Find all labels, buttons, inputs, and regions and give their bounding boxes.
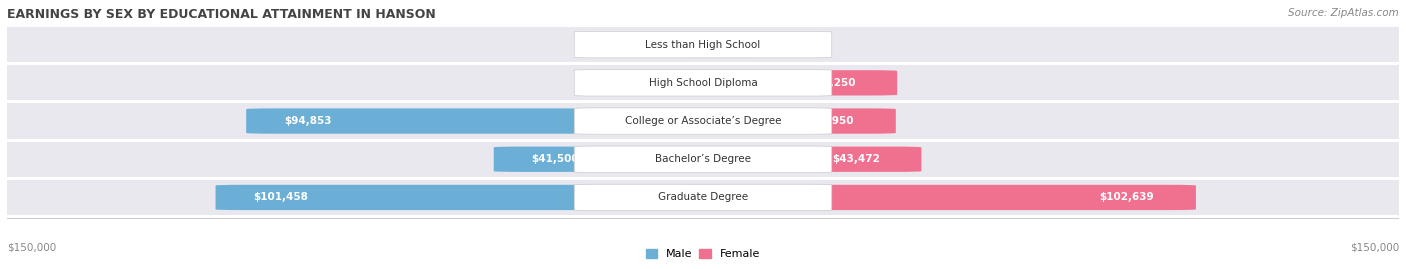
FancyBboxPatch shape — [675, 70, 897, 95]
Text: $38,250: $38,250 — [808, 78, 855, 88]
Text: College or Associate’s Degree: College or Associate’s Degree — [624, 116, 782, 126]
FancyBboxPatch shape — [675, 185, 1197, 210]
Text: $43,472: $43,472 — [832, 154, 880, 164]
Text: $101,458: $101,458 — [253, 192, 308, 203]
Text: Source: ZipAtlas.com: Source: ZipAtlas.com — [1288, 8, 1399, 18]
FancyBboxPatch shape — [246, 108, 731, 134]
Text: $0: $0 — [627, 78, 640, 88]
FancyBboxPatch shape — [574, 184, 832, 211]
FancyBboxPatch shape — [574, 146, 832, 172]
FancyBboxPatch shape — [494, 147, 731, 172]
Text: $102,639: $102,639 — [1099, 192, 1154, 203]
Text: Less than High School: Less than High School — [645, 40, 761, 50]
FancyBboxPatch shape — [215, 185, 731, 210]
Text: $150,000: $150,000 — [7, 242, 56, 252]
Text: $0: $0 — [627, 40, 640, 50]
Text: $94,853: $94,853 — [284, 116, 332, 126]
Text: $150,000: $150,000 — [1350, 242, 1399, 252]
Text: EARNINGS BY SEX BY EDUCATIONAL ATTAINMENT IN HANSON: EARNINGS BY SEX BY EDUCATIONAL ATTAINMEN… — [7, 8, 436, 21]
FancyBboxPatch shape — [637, 32, 724, 57]
FancyBboxPatch shape — [574, 108, 832, 134]
FancyBboxPatch shape — [675, 108, 896, 134]
Legend: Male, Female: Male, Female — [641, 244, 765, 263]
Text: $37,950: $37,950 — [807, 116, 853, 126]
Text: High School Diploma: High School Diploma — [648, 78, 758, 88]
Text: Bachelor’s Degree: Bachelor’s Degree — [655, 154, 751, 164]
FancyBboxPatch shape — [574, 70, 832, 96]
Text: Graduate Degree: Graduate Degree — [658, 192, 748, 203]
FancyBboxPatch shape — [574, 31, 832, 58]
FancyBboxPatch shape — [675, 147, 921, 172]
Text: $0: $0 — [766, 40, 779, 50]
FancyBboxPatch shape — [637, 70, 724, 95]
FancyBboxPatch shape — [682, 32, 769, 57]
Text: $41,500: $41,500 — [531, 154, 579, 164]
